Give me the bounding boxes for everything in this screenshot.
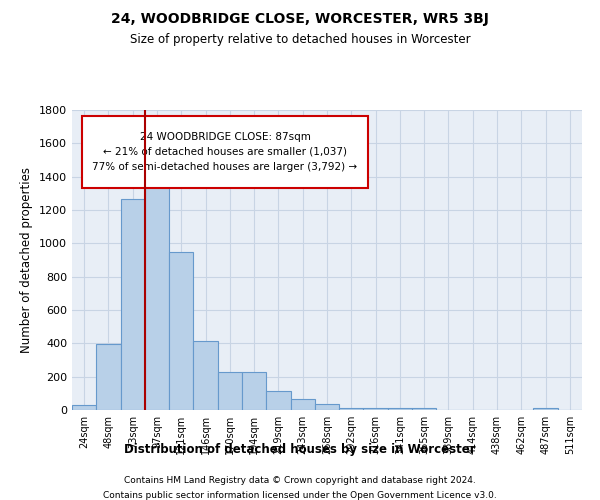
Bar — [266, 391, 290, 410]
Text: Size of property relative to detached houses in Worcester: Size of property relative to detached ho… — [130, 32, 470, 46]
Y-axis label: Number of detached properties: Number of detached properties — [20, 167, 34, 353]
Bar — [290, 398, 315, 410]
Bar — [218, 372, 242, 410]
Bar — [364, 408, 388, 410]
Text: Distribution of detached houses by size in Worcester: Distribution of detached houses by size … — [124, 442, 476, 456]
Bar — [193, 341, 218, 410]
Bar — [315, 404, 339, 410]
Bar — [169, 252, 193, 410]
Bar — [242, 372, 266, 410]
Bar — [388, 408, 412, 410]
Bar — [412, 408, 436, 410]
Bar — [96, 344, 121, 410]
Bar — [533, 408, 558, 410]
Bar — [145, 178, 169, 410]
Text: 24, WOODBRIDGE CLOSE, WORCESTER, WR5 3BJ: 24, WOODBRIDGE CLOSE, WORCESTER, WR5 3BJ — [111, 12, 489, 26]
Bar — [121, 199, 145, 410]
Text: Contains HM Land Registry data © Crown copyright and database right 2024.: Contains HM Land Registry data © Crown c… — [124, 476, 476, 485]
Text: Contains public sector information licensed under the Open Government Licence v3: Contains public sector information licen… — [103, 491, 497, 500]
Text: 24 WOODBRIDGE CLOSE: 87sqm
← 21% of detached houses are smaller (1,037)
77% of s: 24 WOODBRIDGE CLOSE: 87sqm ← 21% of deta… — [92, 132, 358, 172]
Bar — [72, 406, 96, 410]
FancyBboxPatch shape — [82, 116, 368, 188]
Bar — [339, 408, 364, 410]
